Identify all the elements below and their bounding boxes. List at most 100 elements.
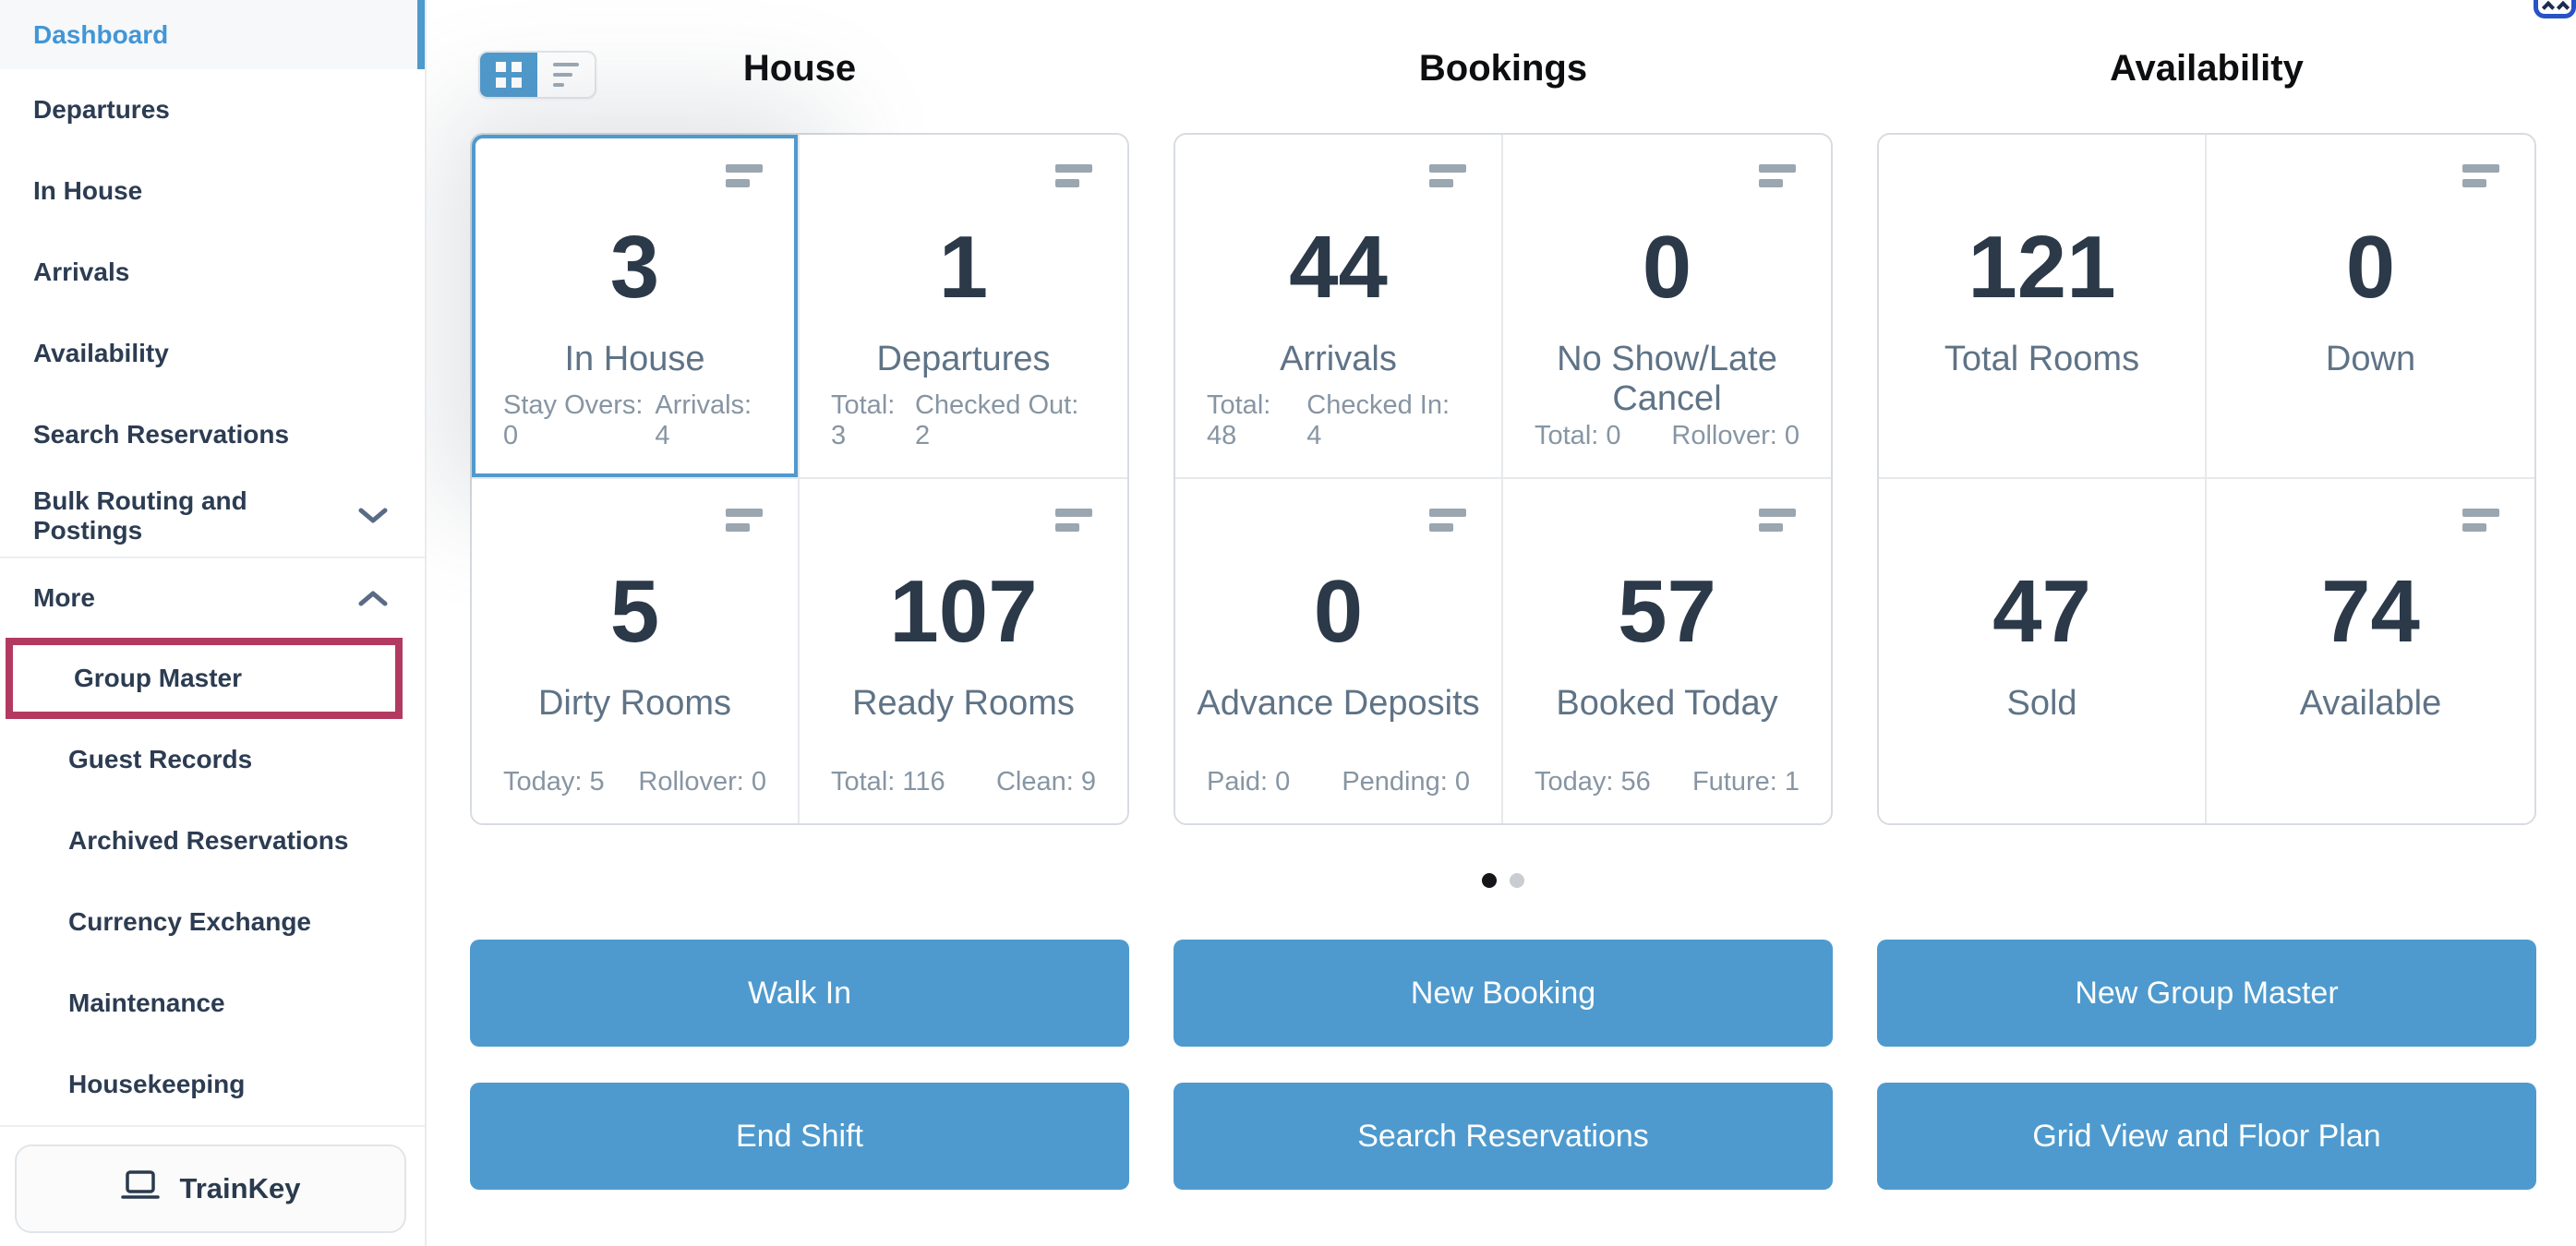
sidebar-item-search-reservations[interactable]: Search Reservations: [0, 394, 425, 475]
grid-view-button[interactable]: [480, 53, 537, 97]
sidebar-item-bulk-routing-and-postings[interactable]: Bulk Routing and Postings: [0, 475, 425, 557]
view-toggle: [478, 51, 596, 99]
substat-right: Rollover: 0: [1671, 421, 1800, 450]
sidebar-item-label: Currency Exchange: [68, 907, 311, 936]
carousel-dot-2[interactable]: [1510, 873, 1524, 888]
badge-mark-icon: [2556, 0, 2570, 15]
list-lines-icon[interactable]: [1055, 509, 1092, 532]
sidebar-item-dashboard[interactable]: Dashboard: [0, 0, 425, 69]
sidebar-item-currency-exchange[interactable]: Currency Exchange: [0, 881, 425, 963]
search-reservations-button[interactable]: Search Reservations: [1174, 1083, 1833, 1190]
list-lines-icon[interactable]: [1429, 164, 1466, 187]
card-in-house[interactable]: 3 In House Stay Overs: 0 Arrivals: 4: [472, 135, 800, 479]
section-title-bookings: Bookings: [1418, 48, 1588, 89]
card-ready-rooms[interactable]: 107 Ready Rooms Total: 116 Clean: 9: [800, 479, 1127, 823]
sidebar-item-label: Group Master: [74, 664, 243, 692]
list-lines-icon[interactable]: [1759, 164, 1796, 187]
grid-view-icon: [496, 62, 522, 88]
substat-right: Pending: 0: [1342, 767, 1470, 797]
stat-label: Dirty Rooms: [537, 684, 732, 723]
card-departures[interactable]: 1 Departures Total: 3 Checked Out: 2: [800, 135, 1127, 479]
list-lines-icon[interactable]: [726, 164, 763, 187]
list-lines-icon[interactable]: [2462, 509, 2499, 532]
stat-label: Arrivals: [1280, 340, 1397, 378]
stat-value: 44: [1289, 218, 1388, 317]
walk-in-button[interactable]: Walk In: [470, 940, 1129, 1047]
sidebar-item-label: In House: [33, 176, 143, 205]
substat-left: Paid: 0: [1207, 767, 1291, 797]
action-row-1: Walk In New Booking New Group Master: [470, 940, 2536, 1047]
card-dirty-rooms[interactable]: 5 Dirty Rooms Today: 5 Rollover: 0: [472, 479, 800, 823]
new-group-master-button[interactable]: New Group Master: [1877, 940, 2536, 1047]
active-item-indicator: [417, 0, 425, 69]
card-no-show-late-cancel[interactable]: 0 No Show/Late Cancel Total: 0 Rollover:…: [1503, 135, 1831, 479]
stat-value: 0: [1642, 218, 1692, 317]
card-down[interactable]: 0 Down: [2207, 135, 2534, 479]
badge-mark-icon: [2541, 0, 2556, 15]
stat-value: 57: [1618, 562, 1716, 661]
sidebar-item-maintenance[interactable]: Maintenance: [0, 963, 425, 1044]
stat-value: 5: [609, 562, 660, 661]
card-available[interactable]: 74 Available: [2207, 479, 2534, 823]
sidebar-divider: [0, 1125, 425, 1127]
substat-left: Total: 48: [1207, 390, 1271, 450]
new-booking-button[interactable]: New Booking: [1174, 940, 1833, 1047]
list-lines-icon[interactable]: [1055, 164, 1092, 187]
stat-value: 47: [1992, 562, 2091, 661]
chevron-down-icon: [358, 508, 388, 524]
stat-label: Total Rooms: [1944, 340, 2140, 378]
stat-value: 1: [938, 218, 989, 317]
action-row-2: End Shift Search Reservations Grid View …: [470, 1083, 2536, 1190]
stat-label: Booked Today: [1556, 684, 1778, 723]
sidebar-item-label: Dashboard: [33, 19, 169, 49]
stat-value: 0: [1313, 562, 1364, 661]
stat-value: 107: [889, 562, 1038, 661]
sidebar-item-availability[interactable]: Availability: [0, 313, 425, 394]
trainkey-label: TrainKey: [179, 1172, 301, 1204]
substat-left: Total: 116: [831, 767, 945, 797]
annotation-highlight-box: Group Master: [0, 638, 425, 719]
stat-label: Departures: [876, 340, 1051, 378]
stat-label: Down: [2325, 340, 2416, 378]
sidebar-item-guest-records[interactable]: Guest Records: [0, 719, 425, 800]
sidebar-item-in-house[interactable]: In House: [0, 150, 425, 232]
sidebar-item-more[interactable]: More: [0, 557, 425, 638]
substat-right: Checked Out: 2: [914, 390, 1079, 450]
card-booked-today[interactable]: 57 Booked Today Today: 56 Future: 1: [1503, 479, 1831, 823]
list-lines-icon[interactable]: [1429, 509, 1466, 532]
list-lines-icon[interactable]: [2462, 164, 2499, 187]
sidebar-item-label: Bulk Routing and Postings: [33, 486, 247, 545]
card-arrivals[interactable]: 44 Arrivals Total: 48 Checked In: 4: [1175, 135, 1503, 479]
list-lines-icon[interactable]: [1759, 509, 1796, 532]
grid-view-floor-plan-button[interactable]: Grid View and Floor Plan: [1877, 1083, 2536, 1190]
section-title-house: House: [742, 48, 857, 89]
dashboard-main: House Bookings Availability 3 In House S…: [428, 0, 2576, 1246]
sidebar-item-label: Search Reservations: [33, 420, 290, 449]
sidebar-item-label: Guest Records: [68, 745, 253, 773]
stat-value: 121: [1968, 218, 2116, 317]
end-shift-button[interactable]: End Shift: [470, 1083, 1129, 1190]
stat-label: Advance Deposits: [1197, 684, 1480, 723]
substat-left: Total: 0: [1535, 421, 1621, 450]
sidebar-item-group-master[interactable]: Group Master: [6, 638, 403, 719]
card-sold[interactable]: 47 Sold: [1879, 479, 2207, 823]
card-advance-deposits[interactable]: 0 Advance Deposits Paid: 0 Pending: 0: [1175, 479, 1503, 823]
carousel-dot-1[interactable]: [1482, 873, 1497, 888]
sidebar-item-archived-reservations[interactable]: Archived Reservations: [0, 800, 425, 881]
sidebar-item-departures[interactable]: Departures: [0, 69, 425, 150]
sidebar-item-label: Availability: [33, 339, 169, 367]
list-view-button[interactable]: [537, 53, 595, 97]
sidebar-item-label: Departures: [33, 95, 170, 124]
substat-right: Checked In: 4: [1306, 390, 1451, 450]
substat-right: Clean: 9: [995, 767, 1096, 797]
sidebar-item-housekeeping[interactable]: Housekeeping: [0, 1044, 425, 1125]
card-total-rooms[interactable]: 121 Total Rooms: [1879, 135, 2207, 479]
trainkey-button[interactable]: TrainKey: [15, 1144, 406, 1233]
sidebar-item-arrivals[interactable]: Arrivals: [0, 232, 425, 313]
browser-extension-badge[interactable]: [2534, 0, 2576, 18]
section-title-availability: Availability: [2110, 48, 2304, 89]
stat-value: 0: [2345, 218, 2396, 317]
stat-label: Available: [2299, 684, 2442, 723]
panel-bookings: 44 Arrivals Total: 48 Checked In: 4 0 No…: [1174, 133, 1833, 825]
list-lines-icon[interactable]: [726, 509, 763, 532]
